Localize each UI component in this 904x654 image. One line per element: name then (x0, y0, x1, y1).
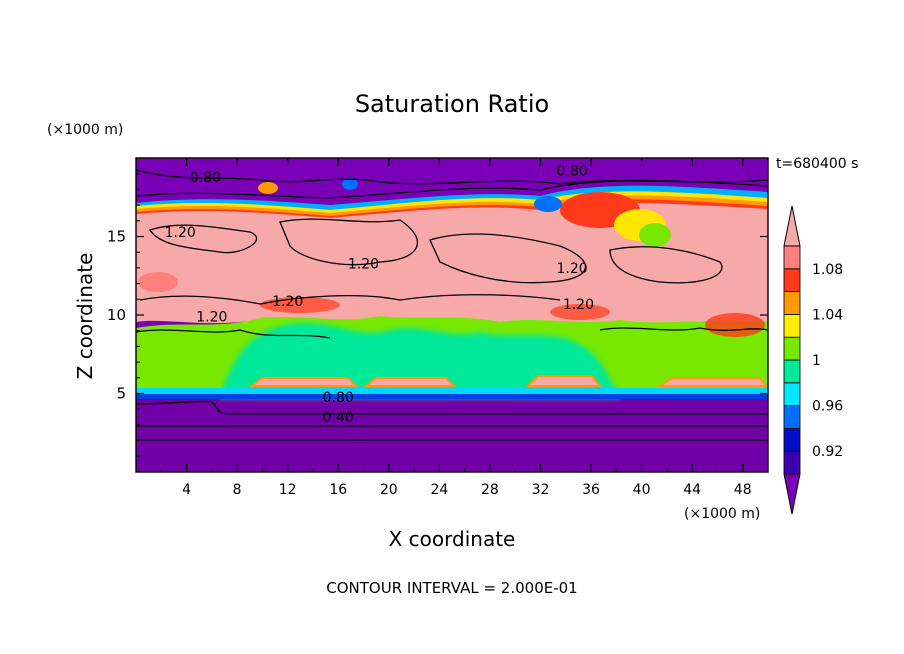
x-tick-label: 44 (683, 482, 701, 498)
patch-green-1 (639, 223, 671, 247)
contour-label: 0.80 (556, 164, 587, 180)
x-tick-label: 4 (182, 482, 191, 498)
patch-orange-1 (258, 182, 278, 194)
pocket-1 (249, 377, 359, 387)
contour-interval-footer: CONTOUR INTERVAL = 2.000E-01 (326, 579, 577, 597)
x-tick-label: 40 (633, 482, 651, 498)
x-tick-label: 12 (279, 482, 297, 498)
colorbar-upper-extension (783, 205, 801, 247)
contour-label: 1.20 (196, 310, 227, 326)
contour-120-c (429, 233, 587, 284)
colorbar-segment (783, 291, 801, 315)
colorbar-segment (783, 336, 801, 361)
layer-pink (136, 202, 768, 327)
field-lower-purple (136, 398, 768, 472)
contour-label: 0.80 (323, 390, 354, 406)
contour-label: 0.40 (323, 410, 354, 426)
x-axis-label: X coordinate (389, 527, 516, 551)
patch-red-5 (705, 313, 765, 337)
colorbar-segment (783, 450, 801, 475)
x-unit-label: (×1000 m) (684, 506, 760, 522)
contour-label: 1.20 (272, 294, 303, 310)
chart-title: Saturation Ratio (355, 90, 549, 118)
colorbar-segment (783, 382, 801, 406)
colorbar-label: 1.04 (812, 307, 843, 323)
colorbar-label: 1 (812, 353, 821, 369)
contour-label: 0.80 (190, 170, 221, 186)
colorbar-label: 0.96 (812, 399, 843, 415)
contour-label: 1.20 (563, 297, 594, 313)
colorbar-segment (783, 405, 801, 429)
colorbar-segment (783, 359, 801, 384)
patch-blue-1 (534, 196, 562, 212)
colorbar-segment (783, 245, 801, 270)
pocket-3 (525, 375, 603, 387)
contour-080 (136, 400, 768, 415)
contour-labels: 0.80 0.80 1.20 1.20 1.20 1.20 1.20 1.20 0.80 0.40 (165, 164, 594, 426)
patch-red-2 (138, 272, 178, 292)
y-tick-label: 10 (107, 306, 126, 324)
x-tick-label: 8 (233, 482, 242, 498)
x-tick-label: 16 (329, 482, 347, 498)
contour-lower-a (136, 329, 331, 339)
contour-lower-b (599, 327, 768, 331)
y-tick-label: 5 (116, 385, 126, 403)
colorbar-label: 0.92 (812, 444, 843, 460)
contour-label: 1.20 (165, 225, 196, 241)
pocket-2 (363, 377, 457, 387)
colorbar-segment (783, 427, 801, 452)
contour-120-a (149, 224, 258, 254)
time-label: t=680400 s (776, 156, 858, 172)
contour-label: 1.20 (556, 261, 587, 277)
y-axis-label: Z coordinate (73, 253, 97, 380)
contour-upper-bound (136, 179, 768, 199)
y-unit-label: (×1000 m) (47, 122, 123, 138)
layer-blue-base (136, 394, 768, 399)
contour-label: 1.20 (348, 256, 379, 272)
colorbar-segment (783, 313, 801, 338)
x-tick-label: 32 (532, 482, 550, 498)
y-ticks: 5 10 15 (107, 173, 768, 457)
x-tick-label: 24 (430, 482, 448, 498)
x-tick-label: 28 (481, 482, 499, 498)
x-tick-label: 48 (734, 482, 752, 498)
patch-blue-2 (342, 178, 358, 190)
colorbar-lower-extension (783, 473, 801, 515)
y-tick-label: 15 (107, 228, 126, 246)
colorbar-segment (783, 268, 801, 292)
colorbar: 1.08 1.04 1 0.96 0.92 (783, 205, 843, 515)
x-ticks: 4 8 12 16 20 24 28 32 36 40 44 48 (160, 158, 752, 498)
contour-120-d (609, 246, 723, 284)
saturation-field (136, 158, 768, 472)
contour-120-e (139, 294, 561, 305)
patch-red-4 (550, 304, 610, 320)
x-tick-label: 36 (582, 482, 600, 498)
colorbar-label: 1.08 (812, 262, 843, 278)
x-tick-label: 20 (380, 482, 398, 498)
contour-120-b (279, 218, 419, 266)
pocket-4 (656, 377, 768, 387)
